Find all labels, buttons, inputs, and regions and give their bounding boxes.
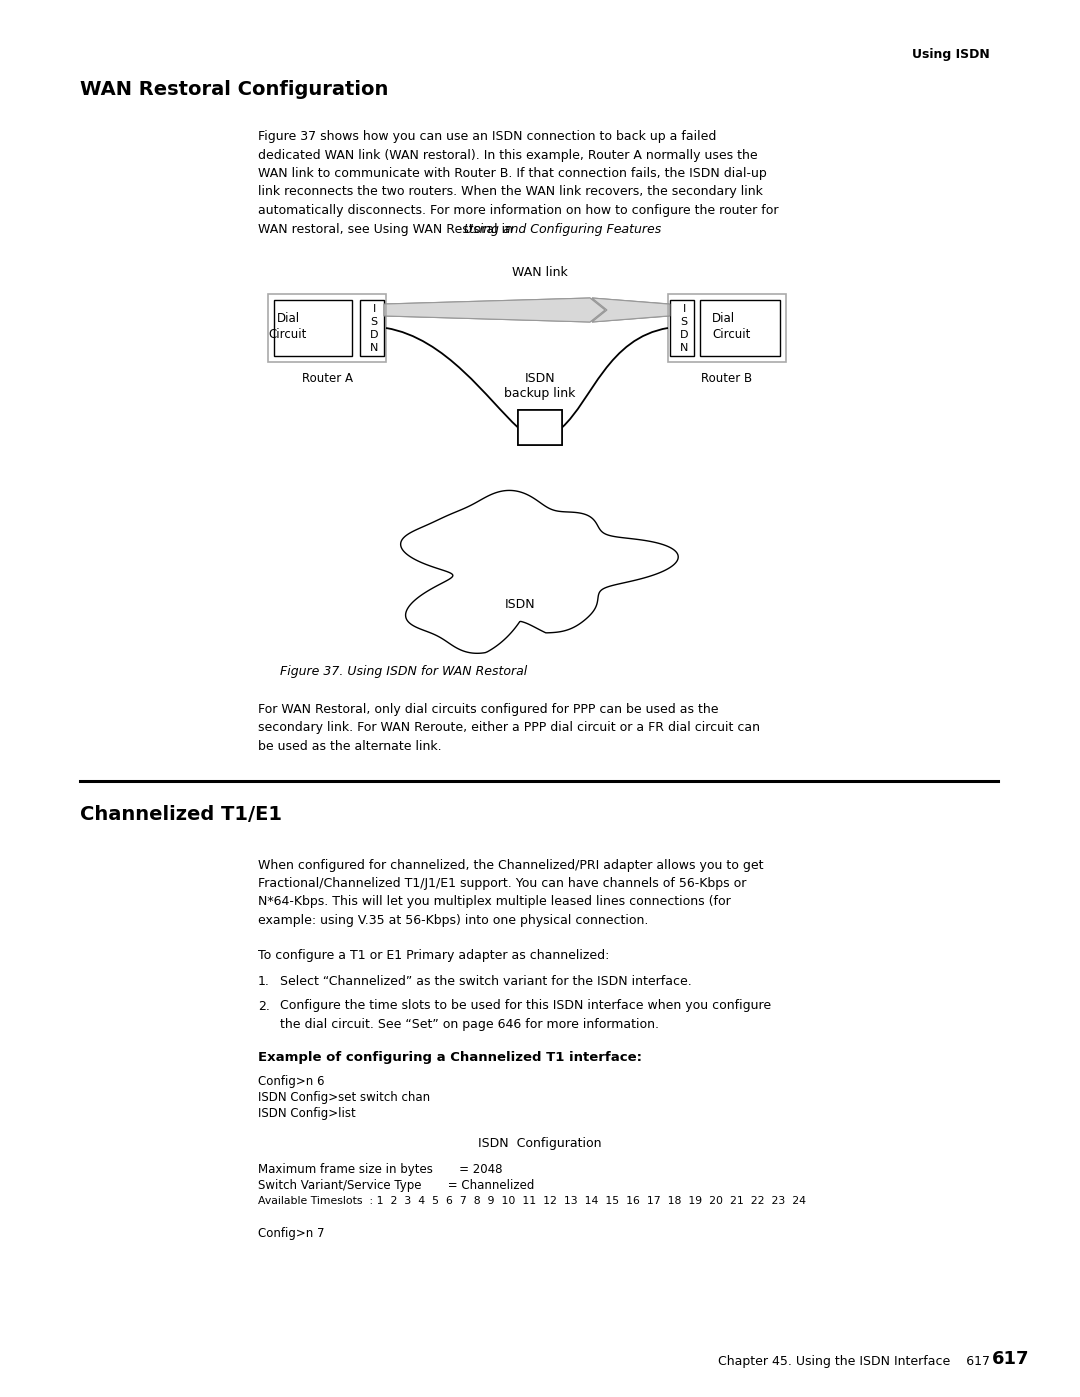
- Polygon shape: [386, 298, 605, 321]
- Text: D: D: [369, 330, 378, 339]
- Text: Config>n 6: Config>n 6: [258, 1076, 324, 1088]
- Text: Router B: Router B: [701, 372, 753, 386]
- Text: Dial: Dial: [712, 312, 735, 326]
- Bar: [268, 293, 386, 362]
- Text: Using ISDN: Using ISDN: [913, 47, 990, 61]
- Text: N*64-Kbps. This will let you multiplex multiple leased lines connections (for: N*64-Kbps. This will let you multiplex m…: [258, 895, 731, 908]
- Text: Figure 37. Using ISDN for WAN Restoral: Figure 37. Using ISDN for WAN Restoral: [280, 665, 527, 678]
- Bar: [700, 300, 780, 356]
- Text: N: N: [369, 344, 378, 353]
- Text: When configured for channelized, the Channelized/PRI adapter allows you to get: When configured for channelized, the Cha…: [258, 859, 764, 872]
- Text: 617: 617: [993, 1350, 1029, 1368]
- Text: Chapter 45. Using the ISDN Interface    617: Chapter 45. Using the ISDN Interface 617: [718, 1355, 990, 1368]
- Text: S: S: [680, 317, 688, 327]
- Bar: [670, 300, 694, 356]
- Text: WAN link: WAN link: [512, 265, 568, 279]
- Bar: [518, 409, 562, 446]
- Polygon shape: [592, 298, 669, 321]
- Text: Available Timeslots  : 1  2  3  4  5  6  7  8  9  10  11  12  13  14  15  16  17: Available Timeslots : 1 2 3 4 5 6 7 8 9 …: [258, 1196, 806, 1206]
- PathPatch shape: [401, 490, 678, 654]
- Bar: [274, 300, 352, 356]
- Text: WAN Restoral Configuration: WAN Restoral Configuration: [80, 80, 389, 99]
- Text: automatically disconnects. For more information on how to configure the router f: automatically disconnects. For more info…: [258, 204, 779, 217]
- Text: Fractional/Channelized T1/J1/E1 support. You can have channels of 56-Kbps or: Fractional/Channelized T1/J1/E1 support.…: [258, 877, 746, 890]
- Text: D: D: [679, 330, 688, 339]
- Text: Config>n 7: Config>n 7: [258, 1228, 324, 1241]
- Text: dedicated WAN link (WAN restoral). In this example, Router A normally uses the: dedicated WAN link (WAN restoral). In th…: [258, 148, 758, 162]
- Text: 2.: 2.: [258, 999, 270, 1013]
- Bar: [669, 293, 786, 362]
- Text: Dial: Dial: [276, 312, 299, 326]
- Text: Configure the time slots to be used for this ISDN interface when you configure: Configure the time slots to be used for …: [280, 999, 771, 1013]
- Text: WAN restoral, see Using WAN Restoral in: WAN restoral, see Using WAN Restoral in: [258, 222, 517, 236]
- Polygon shape: [384, 298, 605, 321]
- Text: Router A: Router A: [301, 372, 352, 386]
- Text: Circuit: Circuit: [269, 328, 307, 341]
- Text: the dial circuit. See “Set” on page 646 for more information.: the dial circuit. See “Set” on page 646 …: [280, 1018, 659, 1031]
- Text: backup link: backup link: [504, 387, 576, 400]
- Text: example: using V.35 at 56-Kbps) into one physical connection.: example: using V.35 at 56-Kbps) into one…: [258, 914, 648, 928]
- Text: Select “Channelized” as the switch variant for the ISDN interface.: Select “Channelized” as the switch varia…: [280, 975, 692, 988]
- Text: Maximum frame size in bytes       = 2048: Maximum frame size in bytes = 2048: [258, 1164, 502, 1176]
- Polygon shape: [592, 298, 670, 321]
- Text: Circuit: Circuit: [712, 328, 751, 341]
- Text: Switch Variant/Service Type       = Channelized: Switch Variant/Service Type = Channelize…: [258, 1179, 535, 1193]
- Text: 1.: 1.: [258, 975, 270, 988]
- Text: To configure a T1 or E1 Primary adapter as channelized:: To configure a T1 or E1 Primary adapter …: [258, 949, 609, 961]
- Text: N: N: [679, 344, 688, 353]
- Text: secondary link. For WAN Reroute, either a PPP dial circuit or a FR dial circuit : secondary link. For WAN Reroute, either …: [258, 721, 760, 735]
- Text: I: I: [683, 305, 686, 314]
- Text: ISDN Config>list: ISDN Config>list: [258, 1106, 355, 1120]
- Text: For WAN Restoral, only dial circuits configured for PPP can be used as the: For WAN Restoral, only dial circuits con…: [258, 703, 718, 717]
- Text: .: .: [619, 222, 622, 236]
- Text: ISDN  Configuration: ISDN Configuration: [478, 1137, 602, 1150]
- Text: WAN link to communicate with Router B. If that connection fails, the ISDN dial-u: WAN link to communicate with Router B. I…: [258, 168, 767, 180]
- Bar: [518, 409, 562, 446]
- Text: ISDN: ISDN: [525, 372, 555, 386]
- Text: S: S: [370, 317, 378, 327]
- Bar: [360, 300, 384, 356]
- Text: ISDN Config>set switch chan: ISDN Config>set switch chan: [258, 1091, 430, 1104]
- Text: I: I: [373, 305, 376, 314]
- Text: link reconnects the two routers. When the WAN link recovers, the secondary link: link reconnects the two routers. When th…: [258, 186, 762, 198]
- Text: Channelized T1/E1: Channelized T1/E1: [80, 805, 282, 823]
- Text: Using and Configuring Features: Using and Configuring Features: [464, 222, 661, 236]
- Text: be used as the alternate link.: be used as the alternate link.: [258, 740, 442, 753]
- Text: Example of configuring a Channelized T1 interface:: Example of configuring a Channelized T1 …: [258, 1051, 642, 1063]
- Text: ISDN: ISDN: [504, 598, 536, 610]
- Text: Figure 37 shows how you can use an ISDN connection to back up a failed: Figure 37 shows how you can use an ISDN …: [258, 130, 716, 142]
